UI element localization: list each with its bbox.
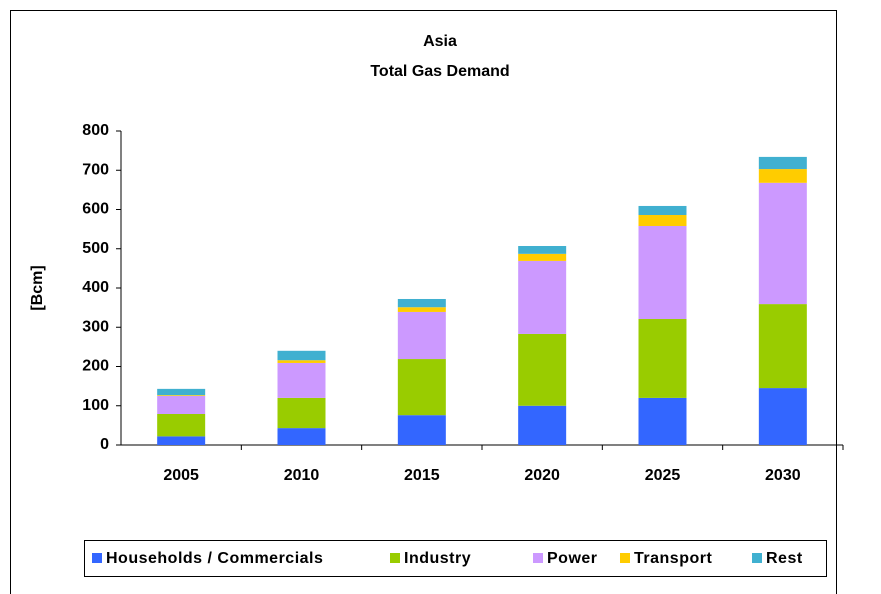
x-tick-label: 2020 [524, 467, 560, 484]
bar-segment [277, 362, 326, 398]
bar-segment [638, 225, 687, 320]
y-tick-label: 800 [82, 122, 109, 139]
bar-segment [397, 359, 446, 416]
bar-segment [397, 298, 446, 308]
y-tick-label: 0 [100, 436, 109, 453]
y-tick-label: 200 [82, 358, 109, 375]
bar-segment [397, 415, 446, 445]
bar-segment [397, 311, 446, 360]
bar-segment [638, 205, 687, 215]
y-axis-label: [Bcm] [29, 265, 46, 310]
bar-segment [157, 413, 206, 437]
legend-label: Industry [404, 550, 471, 567]
bar-segment [518, 405, 567, 445]
x-tick-label: 2015 [404, 467, 440, 484]
x-tick-label: 2010 [284, 467, 320, 484]
y-tick-label: 600 [82, 201, 109, 218]
y-tick-label: 500 [82, 240, 109, 257]
bar-segment [277, 397, 326, 429]
bar-segment [277, 360, 326, 363]
bar-segment [157, 395, 206, 414]
bar-segment [638, 397, 687, 445]
chart-title: Asia [423, 33, 457, 50]
legend-label: Power [547, 550, 598, 567]
bar-segment [518, 246, 567, 254]
bar-segment [758, 388, 807, 445]
bar-segment [518, 333, 567, 406]
bar-segment [758, 182, 807, 305]
bar-segment [758, 169, 807, 183]
bar-segment [157, 395, 206, 396]
chart-border [10, 10, 837, 594]
bar-segment [277, 350, 326, 361]
bar-segment [758, 304, 807, 389]
x-tick-label: 2005 [163, 467, 199, 484]
legend-swatch [752, 553, 762, 563]
y-tick-label: 300 [82, 318, 109, 335]
bar-segment [157, 436, 206, 445]
x-tick-label: 2025 [645, 467, 681, 484]
y-tick-label: 400 [82, 279, 109, 296]
bar-segment [758, 156, 807, 170]
bar-segment [638, 214, 687, 226]
legend-label: Transport [634, 550, 712, 567]
legend-label: Rest [766, 550, 803, 567]
legend-label: Households / Commercials [106, 550, 323, 567]
bar-segment [157, 388, 206, 396]
y-tick-label: 700 [82, 161, 109, 178]
legend-box [84, 540, 827, 577]
bar-segment [397, 307, 446, 312]
bar-segment [277, 428, 326, 445]
legend-swatch [390, 553, 400, 563]
bar-segment [518, 253, 567, 261]
chart-subtitle: Total Gas Demand [370, 63, 509, 80]
legend-swatch [92, 553, 102, 563]
legend-swatch [620, 553, 630, 563]
x-tick-label: 2030 [765, 467, 801, 484]
bar-segment [518, 260, 567, 334]
y-tick-label: 100 [82, 397, 109, 414]
legend-swatch [533, 553, 543, 563]
bar-segment [638, 319, 687, 398]
